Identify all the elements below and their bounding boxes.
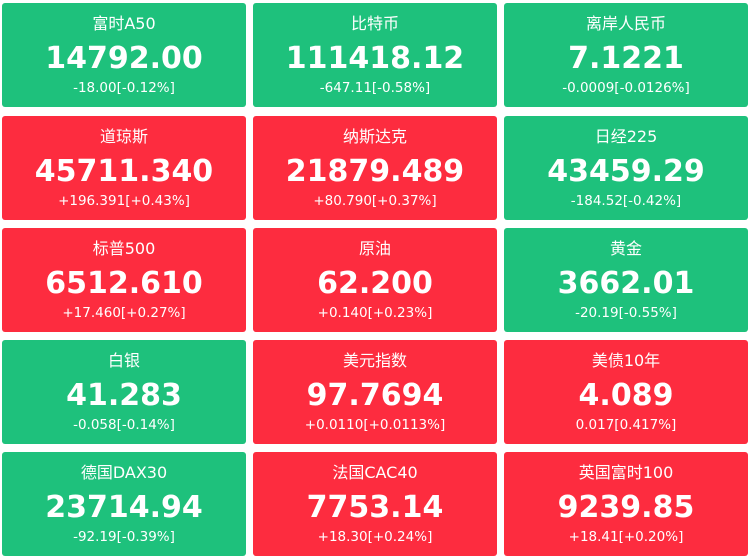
quote-change: +80.790[+0.37%] — [313, 193, 437, 209]
quote-name: 原油 — [358, 239, 391, 258]
quote-change: -92.19[-0.39%] — [73, 529, 175, 545]
quote-name: 标普500 — [92, 239, 156, 258]
quote-tile[interactable]: 富时A50 14792.00 -18.00[-0.12%] — [2, 3, 246, 107]
quote-name: 离岸人民币 — [585, 14, 666, 33]
quote-change: -20.19[-0.55%] — [575, 305, 677, 321]
quote-price: 21879.489 — [285, 154, 465, 189]
quote-price: 41.283 — [66, 378, 182, 413]
quote-change: -0.058[-0.14%] — [73, 417, 175, 433]
quote-name: 富时A50 — [92, 14, 156, 33]
quote-price: 9239.85 — [557, 490, 695, 525]
quote-change: +17.460[+0.27%] — [62, 305, 186, 321]
quote-price: 111418.12 — [285, 41, 465, 76]
quote-name: 美债10年 — [591, 351, 661, 370]
quote-tile[interactable]: 白银 41.283 -0.058[-0.14%] — [2, 340, 246, 444]
quote-tile[interactable]: 道琼斯 45711.340 +196.391[+0.43%] — [2, 116, 246, 220]
quote-price: 3662.01 — [557, 266, 695, 301]
quote-change: +0.0110[+0.0113%] — [304, 417, 446, 433]
quote-tile[interactable]: 日经225 43459.29 -184.52[-0.42%] — [504, 116, 748, 220]
quote-change: +196.391[+0.43%] — [58, 193, 190, 209]
quote-price: 23714.94 — [45, 490, 203, 525]
quote-name: 黄金 — [609, 239, 642, 258]
quote-change: +18.41[+0.20%] — [568, 529, 684, 545]
quote-change: +18.30[+0.24%] — [317, 529, 433, 545]
quote-change: -184.52[-0.42%] — [570, 193, 682, 209]
quote-tile[interactable]: 标普500 6512.610 +17.460[+0.27%] — [2, 228, 246, 332]
quote-name: 美元指数 — [342, 351, 407, 370]
quote-tile[interactable]: 离岸人民币 7.1221 -0.0009[-0.0126%] — [504, 3, 748, 107]
quote-tile[interactable]: 美元指数 97.7694 +0.0110[+0.0113%] — [253, 340, 497, 444]
quote-tile[interactable]: 原油 62.200 +0.140[+0.23%] — [253, 228, 497, 332]
quote-price: 97.7694 — [306, 378, 444, 413]
quote-name: 法国CAC40 — [332, 463, 418, 482]
quote-price: 7.1221 — [568, 41, 684, 76]
quote-name: 英国富时100 — [578, 463, 674, 482]
quote-tile[interactable]: 比特币 111418.12 -647.11[-0.58%] — [253, 3, 497, 107]
quote-tile[interactable]: 法国CAC40 7753.14 +18.30[+0.24%] — [253, 452, 497, 556]
quote-price: 45711.340 — [34, 154, 214, 189]
quote-price: 14792.00 — [45, 41, 203, 76]
quote-tile[interactable]: 纳斯达克 21879.489 +80.790[+0.37%] — [253, 116, 497, 220]
quote-change: +0.140[+0.23%] — [317, 305, 433, 321]
quote-change: -18.00[-0.12%] — [73, 80, 175, 96]
quote-price: 4.089 — [578, 378, 674, 413]
quote-tile[interactable]: 英国富时100 9239.85 +18.41[+0.20%] — [504, 452, 748, 556]
quote-tile[interactable]: 美债10年 4.089 0.017[0.417%] — [504, 340, 748, 444]
quote-price: 6512.610 — [45, 266, 203, 301]
quote-tile[interactable]: 黄金 3662.01 -20.19[-0.55%] — [504, 228, 748, 332]
quote-name: 比特币 — [350, 14, 399, 33]
quote-name: 道琼斯 — [99, 127, 148, 146]
quote-tile[interactable]: 德国DAX30 23714.94 -92.19[-0.39%] — [2, 452, 246, 556]
quote-change: 0.017[0.417%] — [575, 417, 677, 433]
quote-name: 日经225 — [594, 127, 658, 146]
quote-name: 白银 — [107, 351, 140, 370]
quote-price: 43459.29 — [547, 154, 705, 189]
quote-name: 纳斯达克 — [342, 127, 407, 146]
quote-name: 德国DAX30 — [80, 463, 168, 482]
quote-price: 7753.14 — [306, 490, 444, 525]
quote-change: -647.11[-0.58%] — [319, 80, 431, 96]
quote-price: 62.200 — [317, 266, 433, 301]
quote-change: -0.0009[-0.0126%] — [562, 80, 690, 96]
